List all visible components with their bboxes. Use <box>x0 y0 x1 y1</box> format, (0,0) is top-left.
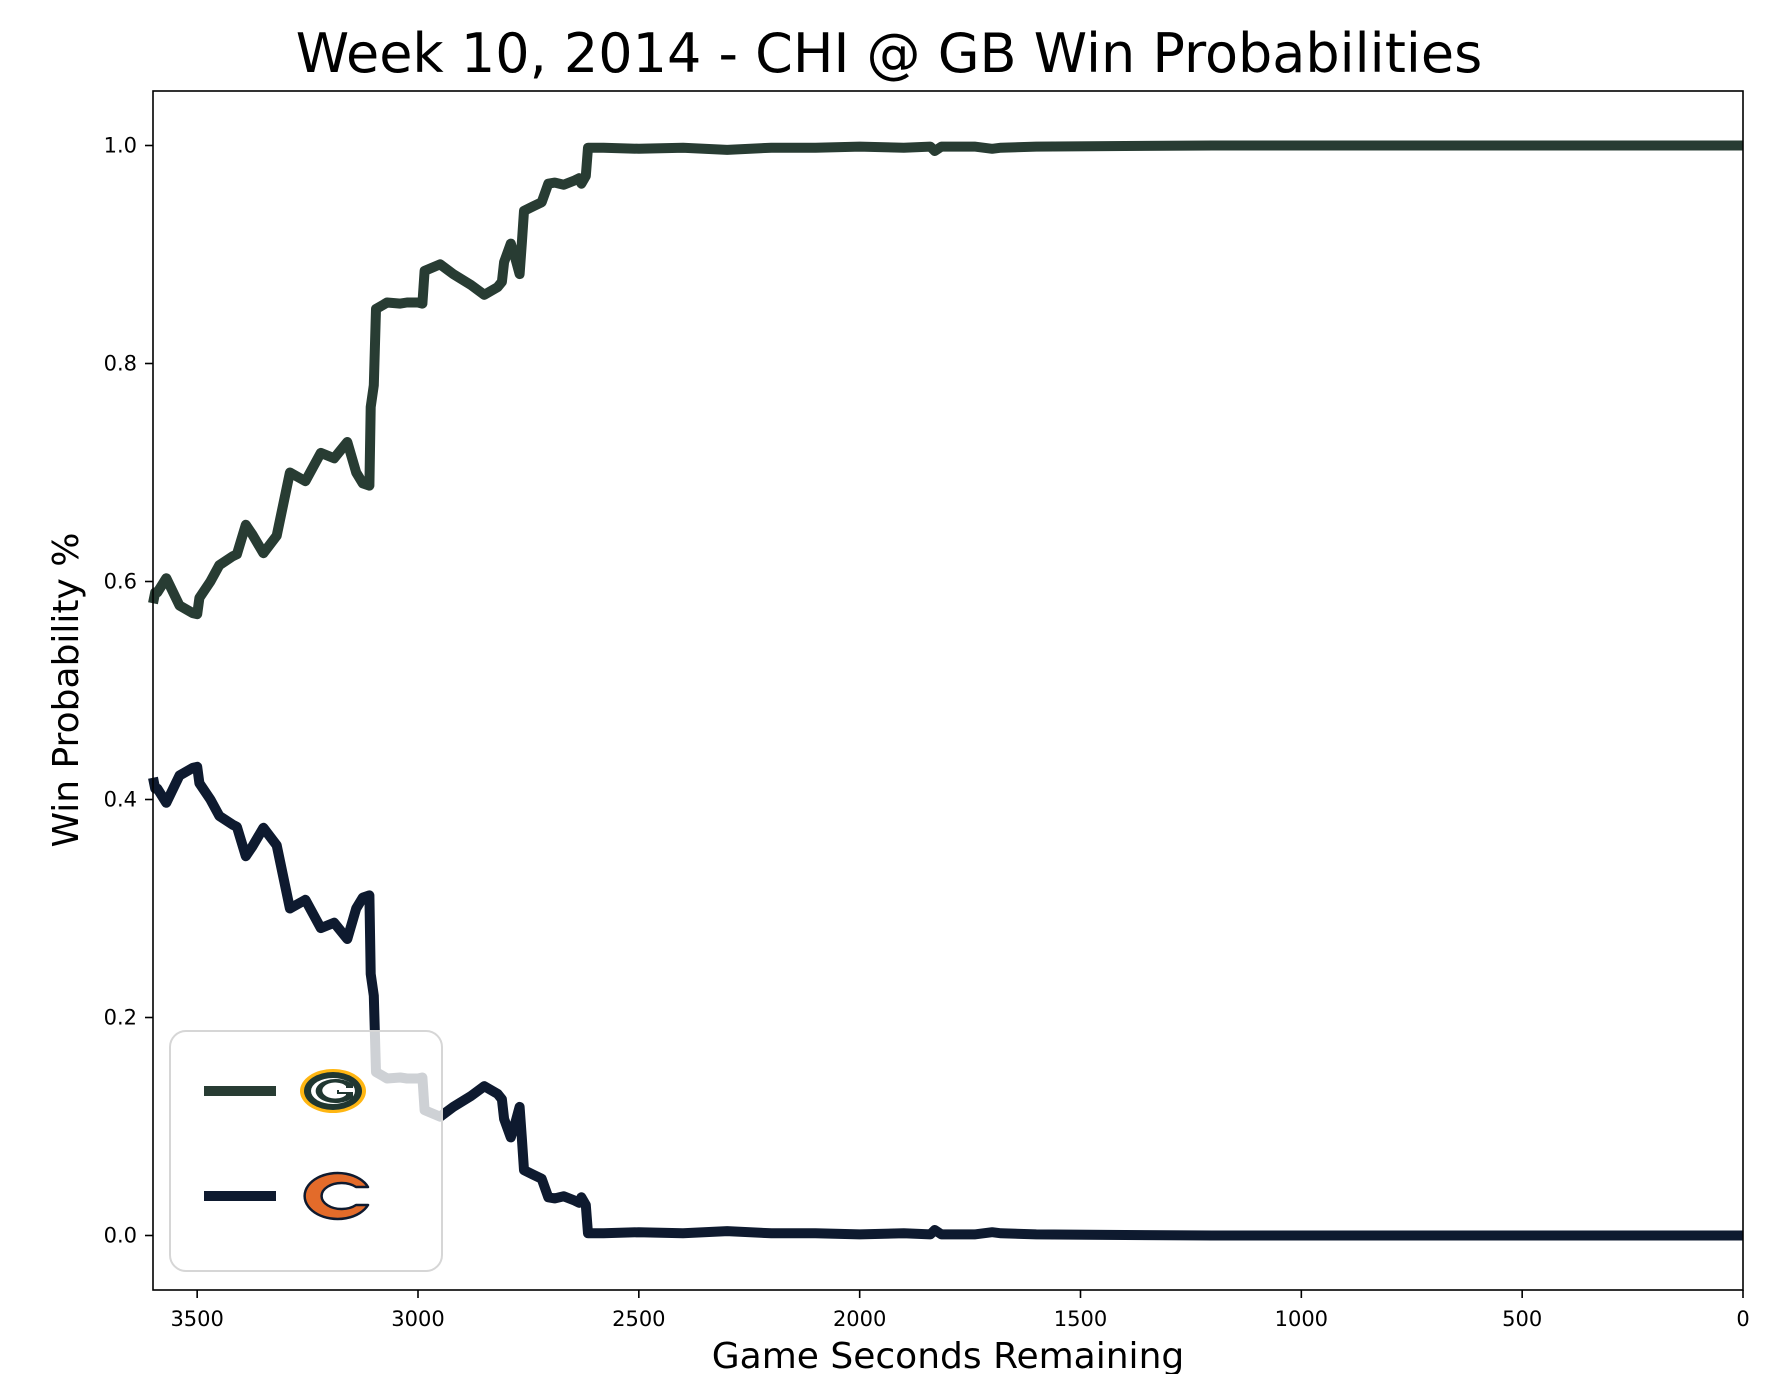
y-tick-label: 0.4 <box>104 788 137 812</box>
packers-g-logo-icon <box>300 1069 366 1113</box>
y-tick-label: 0.0 <box>104 1224 137 1248</box>
x-tick-label: 3000 <box>391 1307 444 1331</box>
chart-title: Week 10, 2014 - CHI @ GB Win Probabiliti… <box>296 22 1482 85</box>
x-tick-label: 500 <box>1502 1307 1542 1331</box>
legend <box>169 1030 443 1272</box>
x-axis: 3500 3000 2500 2000 1500 1000 500 0 <box>170 1290 1750 1331</box>
plot-area <box>148 140 1743 1241</box>
x-tick-label: 3500 <box>170 1307 223 1331</box>
x-tick-label: 0 <box>1736 1307 1749 1331</box>
x-tick-label: 1500 <box>1054 1307 1107 1331</box>
bears-c-logo-icon <box>303 1171 370 1221</box>
x-tick-label: 2500 <box>612 1307 665 1331</box>
y-axis-label: Win Probability % <box>46 532 87 847</box>
y-tick-label: 0.2 <box>104 1006 137 1030</box>
series-line-chi <box>148 761 1743 1241</box>
legend-box <box>169 1030 443 1272</box>
x-tick-label: 2000 <box>833 1307 886 1331</box>
x-tick-label: 1000 <box>1275 1307 1328 1331</box>
x-axis-label: Game Seconds Remaining <box>712 1336 1184 1374</box>
series-line-gb <box>148 140 1743 620</box>
y-axis: 0.0 0.2 0.4 0.6 0.8 1.0 <box>104 134 153 1248</box>
y-tick-label: 0.6 <box>104 570 137 594</box>
plot-frame <box>152 90 1744 1291</box>
y-tick-label: 1.0 <box>104 134 137 158</box>
y-tick-label: 0.8 <box>104 352 137 376</box>
